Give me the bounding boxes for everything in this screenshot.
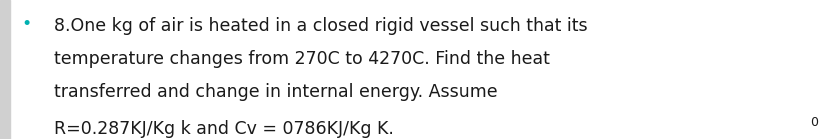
Text: R=0.287KJ/Kg k and Cv = 0786KJ/Kg K.: R=0.287KJ/Kg k and Cv = 0786KJ/Kg K. bbox=[54, 120, 393, 137]
Text: •: • bbox=[22, 15, 31, 33]
Text: 8.One kg of air is heated in a closed rigid vessel such that its: 8.One kg of air is heated in a closed ri… bbox=[54, 17, 586, 35]
Text: temperature changes from 270C to 4270C. Find the heat: temperature changes from 270C to 4270C. … bbox=[54, 50, 549, 68]
Bar bbox=[0, 0, 10, 139]
Text: 0: 0 bbox=[809, 116, 817, 129]
Text: transferred and change in internal energy. Assume: transferred and change in internal energ… bbox=[54, 83, 497, 101]
